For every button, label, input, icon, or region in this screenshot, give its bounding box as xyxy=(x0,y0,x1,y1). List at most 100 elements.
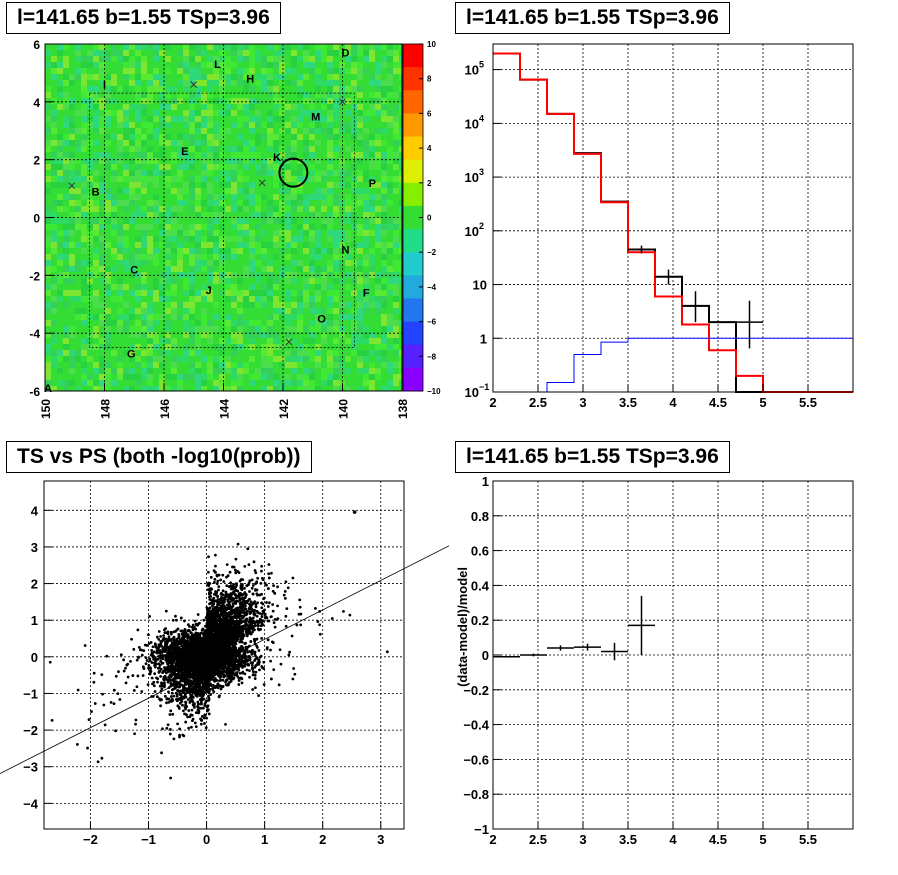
map-cell xyxy=(207,140,213,146)
map-cell xyxy=(339,332,345,338)
scatter-point xyxy=(250,652,254,656)
map-cell xyxy=(135,98,141,104)
map-cell xyxy=(177,260,183,266)
map-cell xyxy=(243,74,249,80)
map-cell xyxy=(195,68,201,74)
map-cell xyxy=(159,146,165,152)
map-cell xyxy=(69,200,75,206)
map-cell xyxy=(159,386,165,391)
map-cell xyxy=(243,332,249,338)
map-cell xyxy=(291,152,297,158)
map-cell xyxy=(351,56,357,62)
map-cell xyxy=(57,242,63,248)
map-cell xyxy=(213,134,219,140)
map-cell xyxy=(123,176,129,182)
map-cell xyxy=(261,290,267,296)
scatter-point xyxy=(196,613,200,616)
scatter-point xyxy=(292,667,296,670)
map-cell xyxy=(201,308,207,314)
map-cell xyxy=(333,86,339,92)
map-cell xyxy=(309,164,315,170)
map-cell xyxy=(183,62,189,68)
map-cell xyxy=(285,68,291,74)
map-cell xyxy=(267,368,273,374)
map-cell xyxy=(129,158,135,164)
map-cell xyxy=(147,386,153,391)
map-cell xyxy=(195,212,201,218)
map-cell xyxy=(381,290,387,296)
map-cell xyxy=(177,254,183,260)
map-cell xyxy=(111,368,117,374)
map-cell xyxy=(105,152,111,158)
map-cell xyxy=(333,308,339,314)
map-cell xyxy=(141,182,147,188)
map-cell xyxy=(315,188,321,194)
map-cell xyxy=(165,374,171,380)
map-cell xyxy=(291,62,297,68)
map-cell xyxy=(327,200,333,206)
map-cell xyxy=(255,290,261,296)
map-cell xyxy=(147,236,153,242)
map-cell xyxy=(345,128,351,134)
map-cell xyxy=(333,182,339,188)
map-cell xyxy=(195,338,201,344)
map-cell xyxy=(105,110,111,116)
map-cell xyxy=(75,146,81,152)
map-cell xyxy=(75,158,81,164)
map-cell xyxy=(177,170,183,176)
map-cell xyxy=(129,200,135,206)
map-cell xyxy=(141,122,147,128)
map-cell xyxy=(363,218,369,224)
map-cell xyxy=(309,194,315,200)
map-cell xyxy=(93,182,99,188)
map-cell xyxy=(339,50,345,56)
map-cell xyxy=(117,158,123,164)
map-cell xyxy=(159,380,165,386)
map-cell xyxy=(297,302,303,308)
map-cell xyxy=(351,332,357,338)
map-cell xyxy=(351,314,357,320)
map-cell xyxy=(237,242,243,248)
map-cell xyxy=(45,332,51,338)
colorbar-segment xyxy=(403,205,423,230)
map-cell xyxy=(51,68,57,74)
map-cell xyxy=(381,164,387,170)
map-cell xyxy=(231,158,237,164)
map-cell xyxy=(75,242,81,248)
map-cell xyxy=(75,206,81,212)
map-cell xyxy=(249,332,255,338)
map-cell xyxy=(69,242,75,248)
map-cell xyxy=(93,266,99,272)
map-cell xyxy=(225,74,231,80)
map-cell xyxy=(117,188,123,194)
map-cell xyxy=(207,356,213,362)
map-cell xyxy=(135,74,141,80)
map-cell xyxy=(105,314,111,320)
map-cell xyxy=(297,356,303,362)
map-cell xyxy=(165,332,171,338)
map-cell xyxy=(219,254,225,260)
map-cell xyxy=(279,200,285,206)
map-cell xyxy=(357,176,363,182)
map-cell xyxy=(285,272,291,278)
map-cell xyxy=(387,320,393,326)
map-cell xyxy=(297,74,303,80)
map-cell xyxy=(393,320,399,326)
map-cell xyxy=(279,212,285,218)
map-cell xyxy=(267,320,273,326)
map-cell xyxy=(393,236,399,242)
map-cell xyxy=(381,362,387,368)
map-cell xyxy=(399,74,402,80)
map-cell xyxy=(87,50,93,56)
scatter-point xyxy=(235,671,239,675)
map-cell xyxy=(315,122,321,128)
map-cell xyxy=(339,236,345,242)
y-tick-exponent: 3 xyxy=(479,167,484,177)
map-cell xyxy=(99,374,105,380)
map-cell xyxy=(153,80,159,86)
scatter-point xyxy=(245,668,249,672)
map-cell xyxy=(159,296,165,302)
map-cell xyxy=(381,320,387,326)
map-cell xyxy=(303,290,309,296)
x-tick-label: 144 xyxy=(218,399,232,419)
